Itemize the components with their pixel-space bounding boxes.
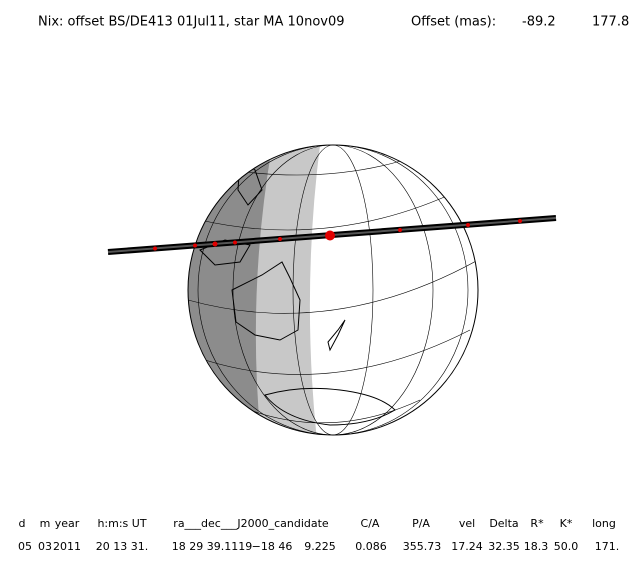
column-header: ra___dec___J2000_candidate bbox=[173, 517, 329, 530]
column-header: P/A bbox=[412, 517, 430, 530]
cell-value: 17.24 bbox=[451, 540, 483, 553]
column-header: m bbox=[40, 517, 51, 530]
column-header: h:m:s UT bbox=[97, 517, 146, 530]
column-header: R* bbox=[530, 517, 544, 530]
cell-value: 05 bbox=[18, 540, 32, 553]
column-header: Delta bbox=[489, 517, 518, 530]
data-table: d m year h:m:s UT ra___dec___J2000_candidate… bbox=[18, 517, 619, 553]
cell-value: 03 bbox=[38, 540, 52, 553]
title: Nix: offset BS/DE413 01Jul11, star MA 10… bbox=[38, 15, 345, 30]
offset-value: -89.2 bbox=[522, 15, 556, 30]
offset-value: 177.8 bbox=[592, 15, 629, 30]
column-header: vel bbox=[459, 517, 475, 530]
cell-value: 0.086 bbox=[355, 540, 387, 553]
globe bbox=[107, 144, 557, 436]
column-header: year bbox=[55, 517, 80, 530]
cell-value: 355.73 bbox=[403, 540, 442, 553]
cell-value: 171. bbox=[595, 540, 620, 553]
column-header: C/A bbox=[361, 517, 380, 530]
header: Nix: offset BS/DE413 01Jul11, star MA 10… bbox=[38, 15, 629, 30]
column-header: long bbox=[592, 517, 616, 530]
column-header: d bbox=[19, 517, 26, 530]
cell-value: 32.35 bbox=[488, 540, 520, 553]
cell-value: 18.3 bbox=[524, 540, 549, 553]
cell-value: 2011 bbox=[53, 540, 81, 553]
offset-label: Offset (mas): bbox=[411, 15, 496, 30]
column-header: K* bbox=[560, 517, 573, 530]
cell-value: −18 46 bbox=[252, 540, 293, 553]
cell-value: 20 13 31. bbox=[96, 540, 148, 553]
cell-value: 18 29 39.1119 bbox=[172, 540, 252, 553]
cell-value: 50.0 bbox=[554, 540, 579, 553]
cell-value: 9.225 bbox=[304, 540, 336, 553]
